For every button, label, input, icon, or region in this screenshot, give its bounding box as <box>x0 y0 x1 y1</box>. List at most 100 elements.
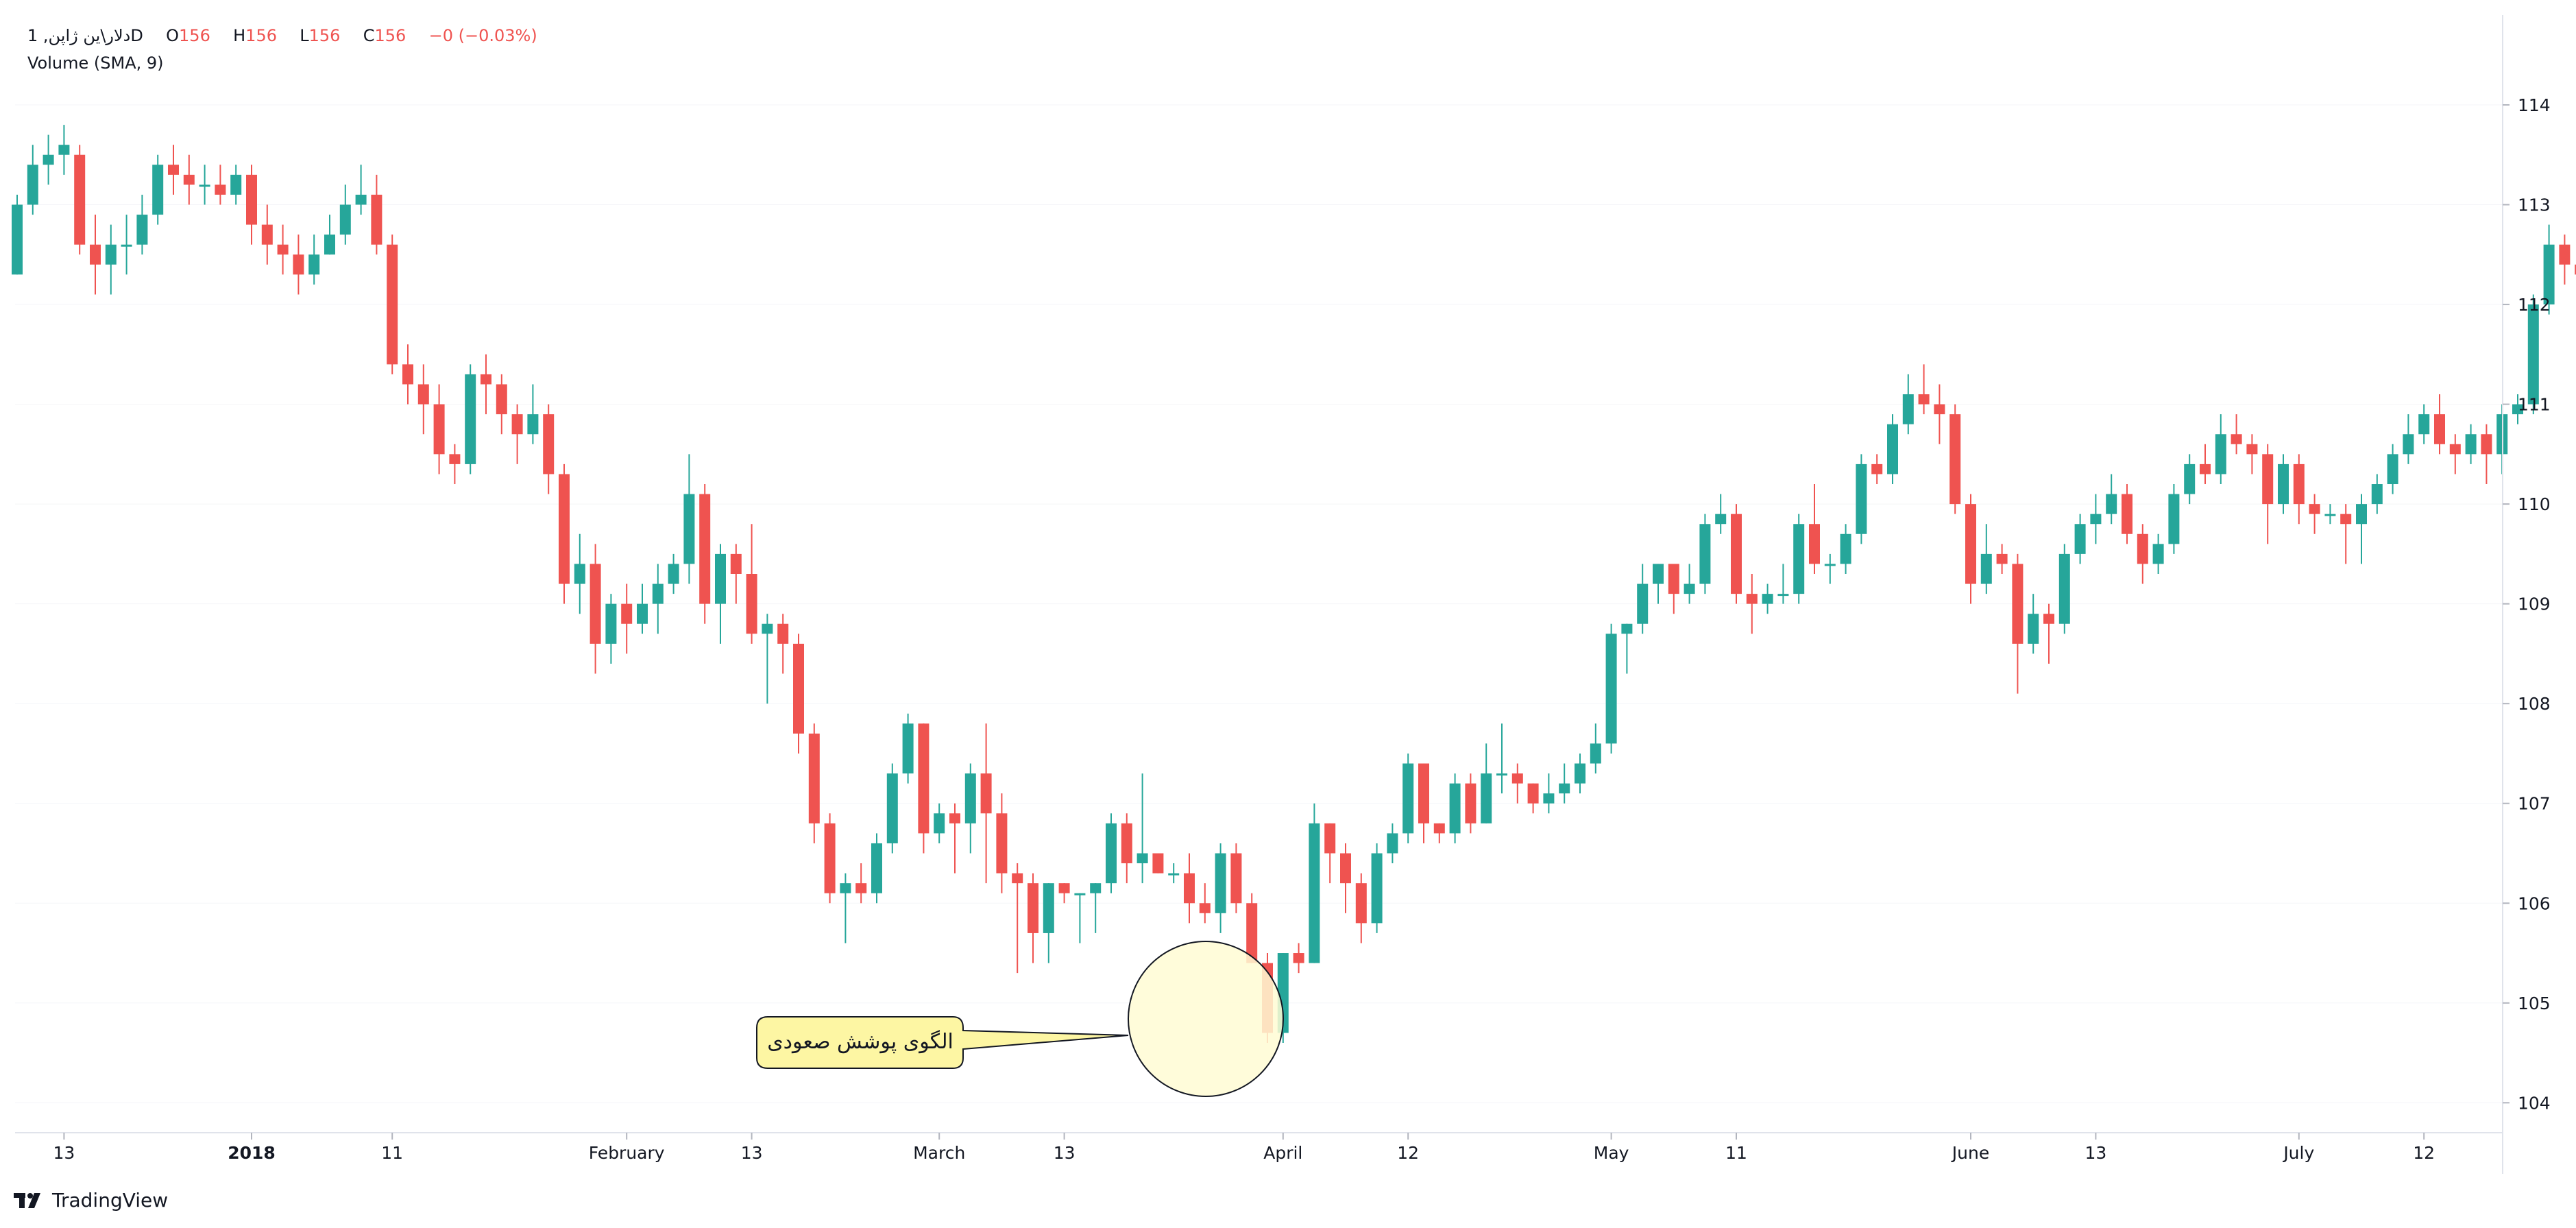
candle-up[interactable] <box>42 134 54 185</box>
candle-up[interactable] <box>715 544 726 644</box>
candle-down[interactable] <box>1465 773 1477 834</box>
candle-up[interactable] <box>1762 583 1773 614</box>
candle-down[interactable] <box>261 204 273 265</box>
candle-up[interactable] <box>2512 394 2523 424</box>
candle-up[interactable] <box>2543 224 2555 315</box>
candle-down[interactable] <box>496 374 507 435</box>
candle-down[interactable] <box>2231 414 2242 455</box>
candle-down[interactable] <box>2340 504 2352 564</box>
candle-down[interactable] <box>511 404 523 464</box>
candle-up[interactable] <box>1715 494 1727 534</box>
candle-up[interactable] <box>871 833 882 904</box>
candle-down[interactable] <box>777 614 789 674</box>
candle-up[interactable] <box>1980 524 1992 594</box>
candle-up[interactable] <box>2465 424 2477 464</box>
candle-down[interactable] <box>1809 484 1820 574</box>
candle-down[interactable] <box>808 723 820 843</box>
candle-up[interactable] <box>136 194 148 255</box>
candle-up[interactable] <box>902 713 914 784</box>
candle-up[interactable] <box>1074 893 1086 943</box>
candle-up[interactable] <box>1543 773 1555 814</box>
candle-up[interactable] <box>1637 564 1649 634</box>
candle-down[interactable] <box>980 723 992 884</box>
candle-down[interactable] <box>559 463 570 604</box>
candle-down[interactable] <box>183 154 195 205</box>
candle-down[interactable] <box>1246 893 1258 963</box>
candle-down[interactable] <box>543 404 555 494</box>
candle-up[interactable] <box>840 873 851 943</box>
candle-up[interactable] <box>339 184 351 245</box>
candle-down[interactable] <box>2262 444 2274 544</box>
candle-down[interactable] <box>2200 444 2211 485</box>
candle-up[interactable] <box>1653 564 1664 604</box>
pattern-highlight-circle[interactable] <box>1128 941 1284 1097</box>
candle-up[interactable] <box>1215 843 1226 933</box>
candle-down[interactable] <box>2481 424 2492 485</box>
candle-up[interactable] <box>2324 504 2336 525</box>
candle-down[interactable] <box>2559 234 2571 285</box>
candle-down[interactable] <box>855 863 867 904</box>
candle-up[interactable] <box>2278 454 2289 514</box>
symbol-title[interactable]: 1 ,دلار\ین ژاپنD <box>27 26 143 45</box>
candle-up[interactable] <box>527 384 539 444</box>
candle-up[interactable] <box>1856 454 1867 544</box>
candle-up[interactable] <box>2387 444 2398 494</box>
candle-up[interactable] <box>12 194 23 275</box>
candle-up[interactable] <box>121 215 132 275</box>
candle-up[interactable] <box>762 614 773 704</box>
candle-down[interactable] <box>590 544 601 674</box>
candle-down[interactable] <box>2293 454 2305 525</box>
candle-up[interactable] <box>2371 474 2383 514</box>
candle-down[interactable] <box>1511 763 1523 804</box>
candle-down[interactable] <box>2309 494 2320 534</box>
candle-down[interactable] <box>1012 863 1023 974</box>
candle-down[interactable] <box>1028 873 1038 963</box>
candle-down[interactable] <box>730 544 742 604</box>
candle-down[interactable] <box>1058 883 1070 904</box>
candle-up[interactable] <box>886 763 898 854</box>
candle-down[interactable] <box>1293 943 1304 974</box>
candle-down[interactable] <box>824 813 836 904</box>
candle-down[interactable] <box>1996 544 2008 574</box>
candle-down[interactable] <box>746 524 757 644</box>
candle-down[interactable] <box>2246 434 2258 474</box>
candle-up[interactable] <box>308 234 320 285</box>
candle-down[interactable] <box>621 583 633 654</box>
candle-down[interactable] <box>417 364 429 435</box>
tradingview-logo[interactable]: TradingView <box>14 1189 168 1212</box>
candle-up[interactable] <box>2356 494 2367 564</box>
candle-up[interactable] <box>2403 414 2414 464</box>
candle-down[interactable] <box>1949 404 1961 514</box>
candle-up[interactable] <box>1840 524 1851 574</box>
candle-up[interactable] <box>27 145 38 215</box>
candle-down[interactable] <box>449 444 461 485</box>
candle-up[interactable] <box>2058 544 2070 634</box>
candle-up[interactable] <box>574 533 585 614</box>
candle-down[interactable] <box>90 215 101 295</box>
candle-down[interactable] <box>1918 364 1930 415</box>
candle-up[interactable] <box>199 165 210 205</box>
candle-up[interactable] <box>1481 743 1492 823</box>
candle-up[interactable] <box>1793 514 1805 604</box>
candle-up[interactable] <box>1496 723 1507 794</box>
candle-down[interactable] <box>2122 484 2133 544</box>
candle-down[interactable] <box>277 224 289 275</box>
candle-up[interactable] <box>1309 803 1320 963</box>
candle-down[interactable] <box>1340 843 1351 913</box>
candle-up[interactable] <box>2418 404 2430 444</box>
candle-down[interactable] <box>215 165 226 205</box>
candle-down[interactable] <box>168 145 179 195</box>
candle-down[interactable] <box>1230 843 1242 913</box>
candle-down[interactable] <box>481 354 491 415</box>
candle-down[interactable] <box>996 793 1008 893</box>
candle-down[interactable] <box>246 165 257 245</box>
candle-up[interactable] <box>1387 823 1398 864</box>
candle-up[interactable] <box>1902 374 1914 435</box>
candle-up[interactable] <box>1168 863 1180 884</box>
candle-up[interactable] <box>1137 773 1148 884</box>
candle-down[interactable] <box>1355 873 1367 943</box>
pattern-annotation[interactable]: الگوی پوشش صعودی <box>756 941 1284 1097</box>
candle-up[interactable] <box>2527 294 2539 415</box>
candle-up[interactable] <box>1605 623 1617 754</box>
candle-down[interactable] <box>1199 883 1211 924</box>
